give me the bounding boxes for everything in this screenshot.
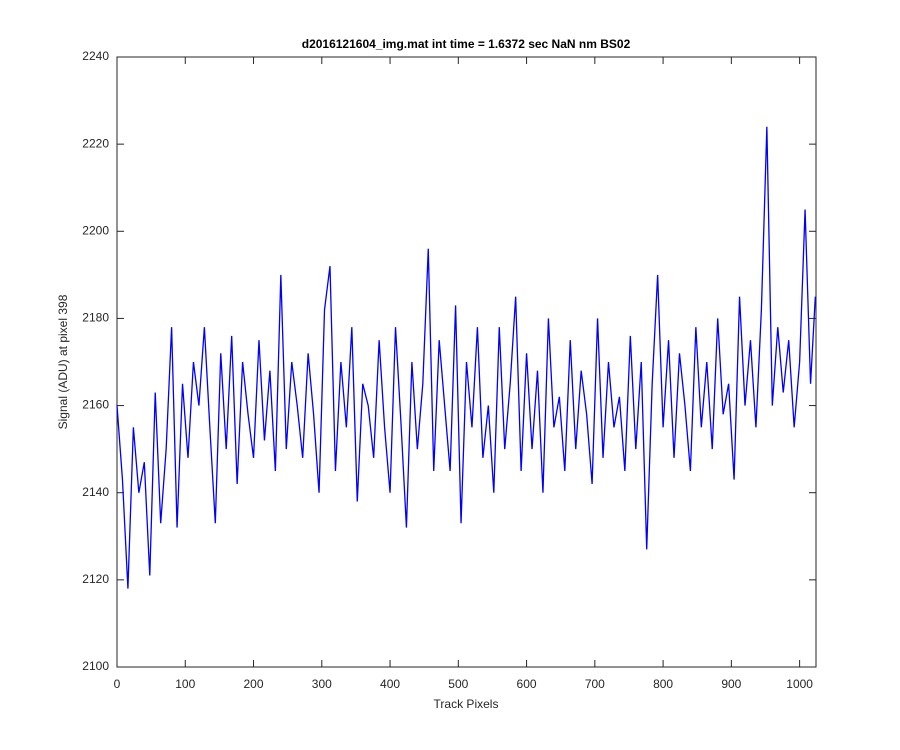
x-tick-label: 700 — [585, 677, 605, 691]
x-tick-label: 200 — [244, 677, 264, 691]
y-tick-label: 2180 — [82, 311, 109, 325]
x-tick-label: 300 — [312, 677, 332, 691]
x-tick-label: 600 — [517, 677, 537, 691]
x-tick-label: 1000 — [786, 677, 813, 691]
y-tick-label: 2220 — [82, 136, 109, 150]
y-tick-label: 2200 — [82, 223, 109, 237]
x-tick-label: 0 — [114, 677, 121, 691]
x-tick-label: 400 — [380, 677, 400, 691]
y-tick-label: 2120 — [82, 572, 109, 586]
x-tick-label: 100 — [175, 677, 195, 691]
x-axis-label: Track Pixels — [434, 697, 499, 711]
y-tick-label: 2160 — [82, 398, 109, 412]
x-tick-label: 500 — [448, 677, 468, 691]
x-tick-label: 900 — [721, 677, 741, 691]
data-line — [116, 126, 816, 589]
chart-title: d2016121604_img.mat int time = 1.6372 se… — [302, 37, 631, 51]
x-tick-label: 800 — [653, 677, 673, 691]
y-tick-label: 2240 — [82, 49, 109, 63]
y-tick-label: 2100 — [82, 659, 109, 673]
y-tick-label: 2140 — [82, 485, 109, 499]
y-axis-label: Signal (ADU) at pixel 398 — [56, 294, 70, 429]
